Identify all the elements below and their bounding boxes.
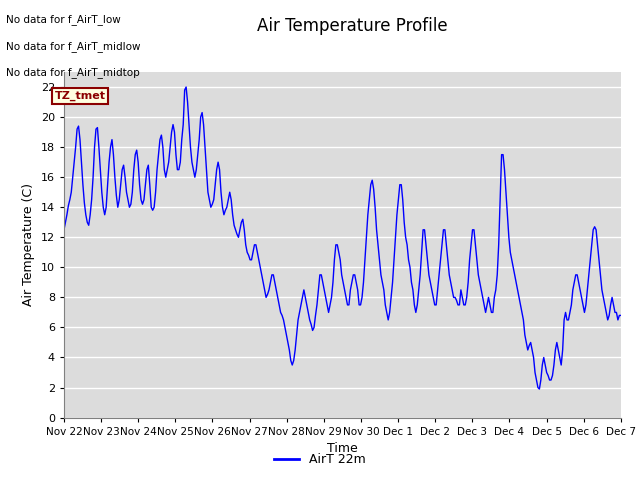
X-axis label: Time: Time bbox=[327, 442, 358, 455]
Text: No data for f_AirT_midtop: No data for f_AirT_midtop bbox=[6, 67, 140, 78]
Text: Air Temperature Profile: Air Temperature Profile bbox=[257, 17, 447, 35]
Text: No data for f_AirT_midlow: No data for f_AirT_midlow bbox=[6, 41, 141, 52]
Legend: AirT 22m: AirT 22m bbox=[269, 448, 371, 471]
Text: No data for f_AirT_low: No data for f_AirT_low bbox=[6, 14, 121, 25]
Text: TZ_tmet: TZ_tmet bbox=[54, 91, 106, 101]
Y-axis label: Air Temperature (C): Air Temperature (C) bbox=[22, 183, 35, 306]
